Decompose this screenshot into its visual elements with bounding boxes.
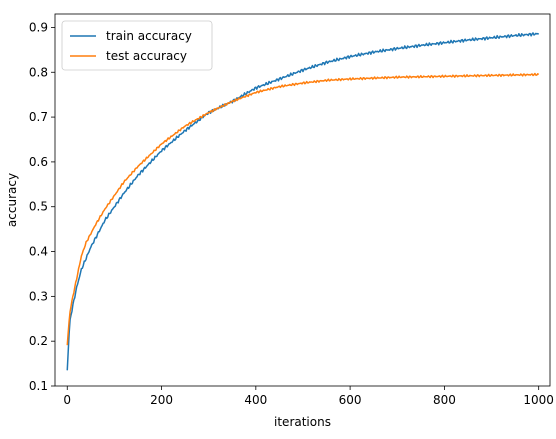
y-tick-label: 0.4 xyxy=(29,245,48,259)
x-tick-label: 600 xyxy=(339,393,362,407)
y-tick-label: 0.9 xyxy=(29,20,48,34)
y-tick-label: 0.1 xyxy=(29,379,48,393)
legend-box xyxy=(61,20,213,71)
series-line-train xyxy=(66,32,540,371)
x-tick-label: 200 xyxy=(150,393,173,407)
x-axis-label: iterations xyxy=(274,415,331,429)
y-tick-label: 0.2 xyxy=(29,334,48,348)
y-tick-label: 0.8 xyxy=(29,65,48,79)
x-tick-label: 800 xyxy=(433,393,456,407)
y-axis-label: accuracy xyxy=(5,173,19,227)
x-tick-label: 1000 xyxy=(523,393,554,407)
y-tick-label: 0.5 xyxy=(29,200,48,214)
y-tick-label: 0.7 xyxy=(29,110,48,124)
legend-label-test: test accuracy xyxy=(106,49,187,63)
series-line-test xyxy=(66,72,540,346)
legend-label-train: train accuracy xyxy=(106,29,192,43)
x-tick-label: 0 xyxy=(63,393,71,407)
x-tick-label: 400 xyxy=(244,393,267,407)
x-axis-ticks: 0 200 400 600 800 1000 xyxy=(63,386,554,407)
y-axis-ticks: 0.1 0.2 0.3 0.4 0.5 0.6 0.7 0.8 0.9 xyxy=(29,20,55,393)
series-layer xyxy=(66,32,540,371)
legend: train accuracy test accuracy xyxy=(61,20,213,71)
y-tick-label: 0.3 xyxy=(29,289,48,303)
y-tick-label: 0.6 xyxy=(29,155,48,169)
plot-frame xyxy=(54,13,551,387)
